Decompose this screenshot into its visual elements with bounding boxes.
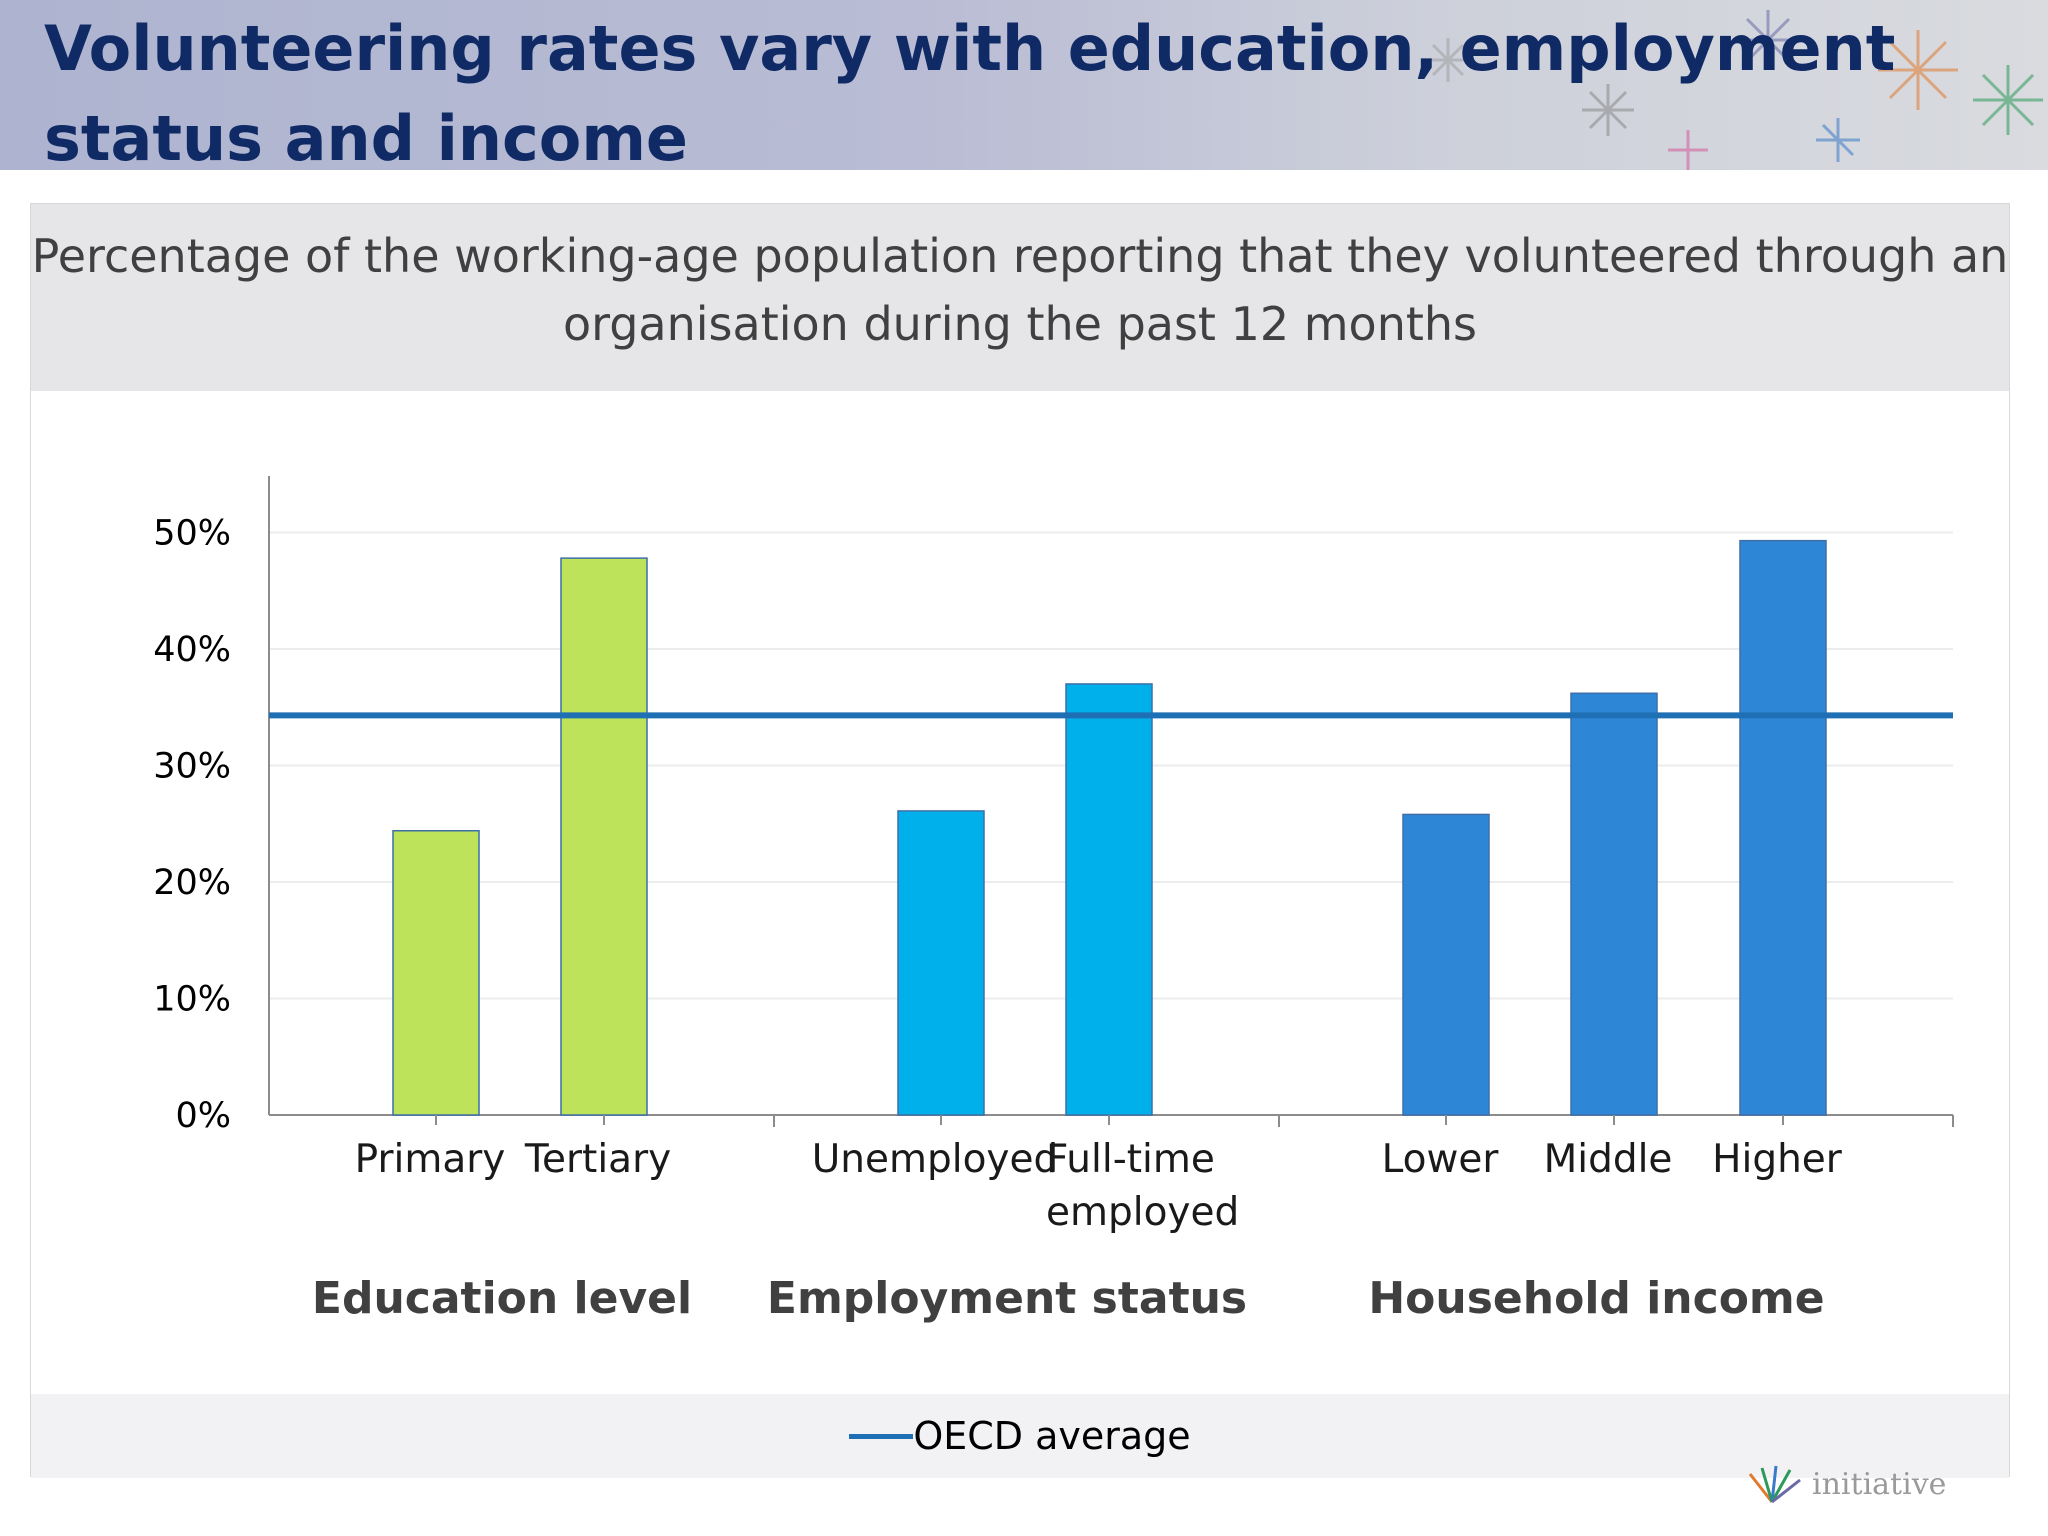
legend: OECD average — [31, 1394, 2009, 1478]
y-tick-label: 0% — [175, 1096, 231, 1136]
x-tick-label-lower: Lower — [1382, 1137, 1500, 1182]
x-tick-label-primary: Primary — [355, 1137, 506, 1182]
title-banner: Volunteering rates vary with education, … — [0, 0, 2048, 170]
y-tick-label: 40% — [153, 630, 231, 670]
bar-full-time-employed — [1065, 683, 1153, 1116]
bar-unemployed — [897, 810, 985, 1116]
x-tick-label-tertiary: Tertiary — [524, 1137, 671, 1182]
footer-logo: initiative — [1740, 1462, 1946, 1506]
slide-title: Volunteering rates vary with education, … — [44, 12, 1896, 170]
chart-title: Percentage of the working-age population… — [31, 229, 2009, 351]
bar-middle — [1570, 692, 1658, 1116]
bar-chart: 0% 10% 20% 30% 40% 50% Primary Tertiary Educatio… — [153, 476, 1954, 1324]
chart-header: Percentage of the working-age population… — [31, 204, 2009, 391]
group-label-household-income: Household income — [1368, 1273, 1824, 1324]
logo-text: initiative — [1812, 1466, 1947, 1502]
y-tick-label: 20% — [153, 863, 231, 903]
group-label-education-level: Education level — [312, 1273, 692, 1324]
y-tick-label: 10% — [153, 980, 231, 1020]
bar-lower — [1402, 813, 1490, 1116]
legend-band: OECD average — [31, 1394, 2009, 1478]
x-tick-label-middle: Middle — [1544, 1137, 1673, 1182]
x-tick-label-higher: Higher — [1712, 1137, 1843, 1182]
bar-primary — [392, 829, 480, 1116]
y-tick-label: 30% — [153, 747, 231, 787]
legend-label-oecd-average: OECD average — [913, 1414, 1191, 1458]
y-tick-label: 50% — [153, 514, 231, 554]
chart-card: Percentage of the working-age population… — [30, 203, 2010, 1478]
pinwheel-decoration — [1426, 10, 2043, 170]
logo-icon — [1748, 1465, 1801, 1504]
x-tick-label-full-time-employed: Full-time employed — [1046, 1137, 1239, 1235]
bar-higher — [1739, 539, 1827, 1116]
legend-swatch-oecd-average — [849, 1433, 914, 1439]
bar-tertiary — [560, 557, 648, 1116]
x-tick-label-unemployed: Unemployed — [812, 1137, 1059, 1182]
group-label-employment-status: Employment status — [767, 1273, 1247, 1324]
